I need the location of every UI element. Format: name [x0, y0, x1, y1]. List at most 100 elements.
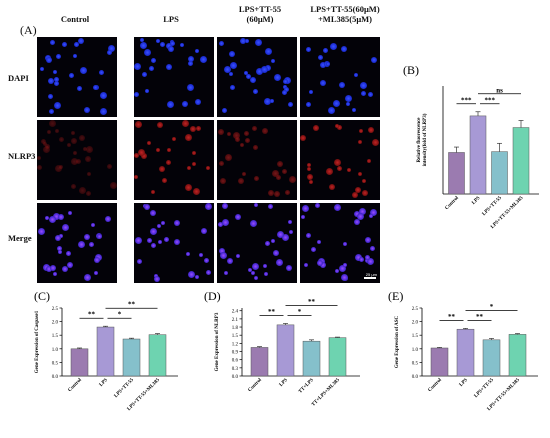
- cell-nucleus: [218, 129, 224, 135]
- cell-nucleus: [277, 161, 283, 167]
- micrograph-dapi-lps: [134, 37, 214, 117]
- cell-nucleus: [166, 64, 172, 70]
- cell-nucleus: [145, 89, 149, 93]
- y-tick-label: 2.0: [412, 321, 419, 326]
- cell-nucleus: [276, 175, 281, 180]
- cell-nucleus: [358, 172, 362, 176]
- cell-nucleus: [224, 66, 231, 73]
- cell-nucleus: [199, 253, 203, 257]
- y-tick-label: 1.0: [52, 348, 59, 353]
- cell-nucleus: [362, 179, 366, 183]
- cell-nucleus: [245, 39, 249, 43]
- cell-nucleus: [244, 131, 249, 136]
- significance-label: **: [448, 313, 456, 321]
- cell-nucleus: [134, 175, 138, 179]
- y-tick-label: 0.6: [232, 359, 239, 364]
- cell-nucleus: [86, 146, 93, 153]
- cell-nucleus: [309, 180, 313, 184]
- cell-nucleus: [272, 170, 279, 177]
- cell-nucleus: [341, 46, 347, 52]
- cell-nucleus: [204, 258, 209, 263]
- cell-nucleus: [107, 50, 112, 55]
- significance-label: ***: [485, 96, 496, 104]
- cell-nucleus: [154, 276, 160, 282]
- cell-nucleus: [69, 73, 74, 78]
- cell-nucleus: [185, 184, 192, 191]
- cell-nucleus: [206, 270, 211, 275]
- cell-nucleus: [187, 166, 191, 170]
- cell-nucleus: [142, 72, 147, 77]
- cell-nucleus: [283, 79, 288, 84]
- cell-nucleus: [265, 65, 271, 71]
- cell-nucleus: [190, 126, 196, 132]
- cell-nucleus: [41, 139, 46, 144]
- cell-nucleus: [360, 82, 367, 89]
- micrograph-dapi-lps-tt55: [217, 37, 297, 117]
- cell-nucleus: [250, 220, 257, 227]
- cell-nucleus: [149, 66, 154, 71]
- cell-nucleus: [150, 210, 156, 216]
- cell-nucleus: [67, 143, 71, 147]
- cell-nucleus: [46, 57, 52, 63]
- cell-nucleus: [309, 90, 313, 94]
- cell-nucleus: [244, 71, 248, 75]
- cell-nucleus: [250, 77, 256, 83]
- cell-nucleus: [306, 233, 311, 238]
- cell-nucleus: [79, 187, 86, 194]
- cell-nucleus: [326, 62, 330, 66]
- significance-label: *: [298, 308, 302, 316]
- cell-nucleus: [188, 61, 193, 66]
- cell-nucleus: [345, 95, 352, 102]
- cell-nucleus: [55, 129, 59, 133]
- cell-nucleus: [48, 78, 54, 84]
- panel-a-label: (A): [20, 23, 37, 37]
- cell-nucleus: [274, 191, 280, 197]
- cell-nucleus: [265, 241, 270, 246]
- cell-nucleus: [317, 240, 321, 244]
- cell-nucleus: [236, 254, 240, 258]
- cell-nucleus: [56, 54, 61, 59]
- cell-nucleus: [140, 42, 147, 49]
- y-axis-label: Gene Expression of ASC: [395, 315, 400, 368]
- cell-nucleus: [78, 241, 85, 248]
- category-label: LPS: [471, 196, 481, 206]
- category-label: Control: [68, 377, 84, 393]
- cell-nucleus: [263, 264, 267, 268]
- micrograph-nlrp3-lps: [134, 120, 214, 200]
- y-axis-label-line: Gene Expression of ASC: [395, 315, 400, 368]
- cell-nucleus: [307, 163, 311, 167]
- cell-nucleus: [343, 263, 347, 267]
- cell-nucleus: [91, 223, 95, 227]
- cell-nucleus: [225, 154, 232, 161]
- cell-nucleus: [286, 265, 292, 271]
- cell-nucleus: [218, 222, 223, 227]
- bar: [96, 326, 115, 377]
- cell-nucleus: [53, 272, 57, 276]
- cell-nucleus: [83, 147, 87, 151]
- y-tick-label: 0.3: [232, 367, 239, 372]
- y-tick-label: 0.5: [412, 361, 419, 366]
- y-axis-label-line: Gene Expression of NLRP3: [215, 312, 220, 371]
- cell-nucleus: [271, 239, 275, 243]
- cell-nucleus: [134, 153, 139, 158]
- cell-nucleus: [172, 137, 176, 141]
- category-label: LPS: [279, 378, 289, 388]
- cell-nucleus: [358, 140, 362, 144]
- cell-nucleus: [333, 100, 340, 107]
- cell-nucleus: [256, 68, 263, 75]
- micrograph-nlrp3-control: [37, 120, 117, 200]
- significance-label: **: [128, 301, 136, 309]
- cell-nucleus: [161, 221, 165, 225]
- cell-nucleus: [371, 57, 377, 63]
- cell-nucleus: [273, 250, 279, 256]
- cell-nucleus: [78, 38, 84, 44]
- cell-nucleus: [306, 102, 311, 107]
- cell-nucleus: [157, 224, 161, 228]
- cell-nucleus: [255, 39, 262, 46]
- cell-nucleus: [359, 129, 363, 133]
- cell-nucleus: [151, 190, 155, 194]
- category-label: LPS+TT-55: [474, 378, 495, 399]
- cell-nucleus: [43, 146, 50, 153]
- cell-nucleus: [89, 242, 94, 247]
- cell-nucleus: [174, 220, 180, 226]
